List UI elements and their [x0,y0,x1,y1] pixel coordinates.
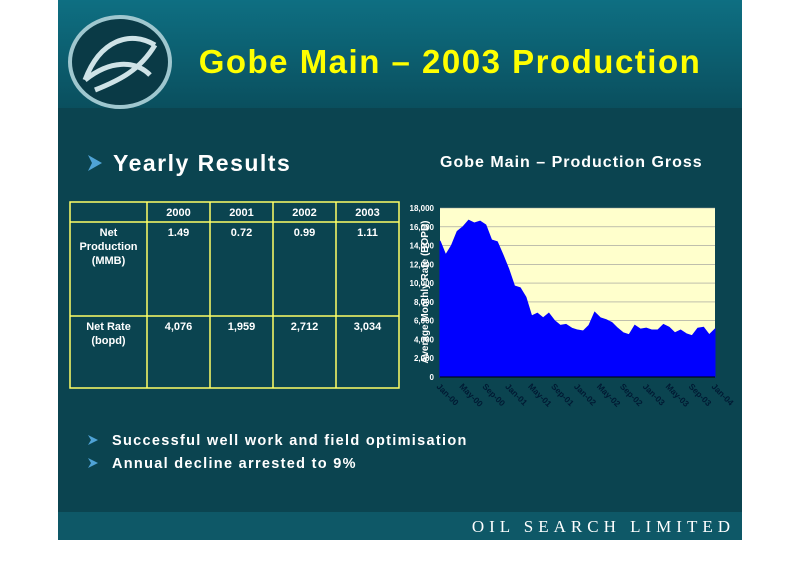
table-header: 2002 [292,207,316,219]
y-tick-label: 0 [430,373,435,382]
section-heading: Yearly Results [113,150,291,176]
y-tick-label: 6,000 [414,317,435,326]
row-label-box: Net Rate (bopd) [86,321,131,347]
chevron [88,155,102,171]
chevron [88,458,98,468]
table-cell: 1.11 [357,227,378,239]
footer: OIL SEARCH LIMITED [472,517,735,536]
y-tick-label: 18,000 [410,204,435,213]
y-tick-label: 2,000 [414,354,435,363]
table-cell: 0.99 [294,227,315,239]
table-cell: 1.49 [168,227,189,239]
row-label-box: Net Production (MMB) [79,227,138,267]
y-tick-label: 4,000 [414,335,435,344]
table-header: 2000 [166,207,190,219]
bullet: Successful well work and field optimisat… [112,433,468,449]
y-tick-label: 12,000 [410,260,435,269]
table-cell: 3,034 [354,321,382,333]
chevron [88,435,98,445]
table-cell: 1,959 [228,321,256,333]
y-tick-label: 16,000 [410,223,435,232]
row-label: Net Production (MMB) [79,227,138,267]
table-header: 2003 [355,207,379,219]
table-cell: 2,712 [291,321,319,333]
table-header: 2001 [229,207,253,219]
y-tick-label: 8,000 [414,298,435,307]
table [69,201,400,389]
footer-band [58,512,742,540]
logo [68,15,172,109]
table-cell: 4,076 [165,321,193,333]
y-tick-label: 10,000 [410,279,435,288]
chart-title: Gobe Main – Production Gross [440,154,703,171]
y-tick-label: 14,000 [410,242,435,251]
area [439,219,716,378]
banner [58,0,742,108]
row-label: Net Rate (bopd) [86,321,131,347]
bullet: Annual decline arrested to 9% [112,456,357,472]
y-axis-label: Average Monthly Rate (BOPD) [420,221,431,364]
table-cell: 0.72 [231,227,252,239]
slide-title: Gobe Main – 2003 Production [199,43,702,80]
